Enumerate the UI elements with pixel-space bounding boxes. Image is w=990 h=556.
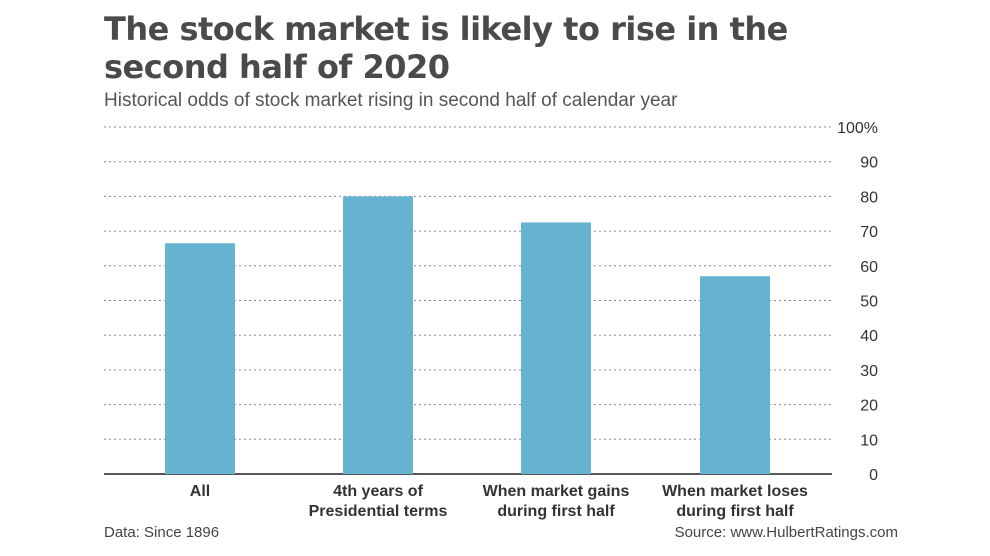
y-tick-label: 70 [860,224,878,241]
x-tick-label: All [190,483,210,500]
y-tick-label: 60 [860,259,878,276]
bar [521,222,591,474]
bar [700,276,770,474]
y-tick-label: 90 [860,155,878,172]
y-tick-label: 100% [837,120,878,137]
y-tick-label: 30 [860,363,878,380]
y-tick-labels: 0 10 20 30 40 50 60 70 80 90 100% [837,120,878,484]
bars [165,196,770,474]
bar [343,196,413,474]
x-tick-label: during first half [497,503,615,520]
chart-subtitle: Historical odds of stock market rising i… [104,90,678,111]
x-tick-labels: All 4th years of Presidential terms When ma… [190,483,808,520]
x-tick-label: When market gains [483,483,630,500]
bar [165,243,235,474]
y-tick-label: 20 [860,398,878,415]
x-tick-label: When market loses [662,483,808,500]
y-tick-label: 40 [860,328,878,345]
y-tick-label: 10 [860,432,878,449]
y-tick-label: 50 [860,294,878,311]
x-tick-label: during first half [676,503,794,520]
x-tick-label: 4th years of [333,483,423,500]
chart-title: The stock market is likely to rise in th… [104,10,788,86]
x-tick-label: Presidential terms [309,503,448,520]
y-tick-label: 0 [869,467,878,484]
data-note: Data: Since 1896 [104,524,220,541]
source-note: Source: www.HulbertRatings.com [674,524,898,541]
y-tick-label: 80 [860,189,878,206]
